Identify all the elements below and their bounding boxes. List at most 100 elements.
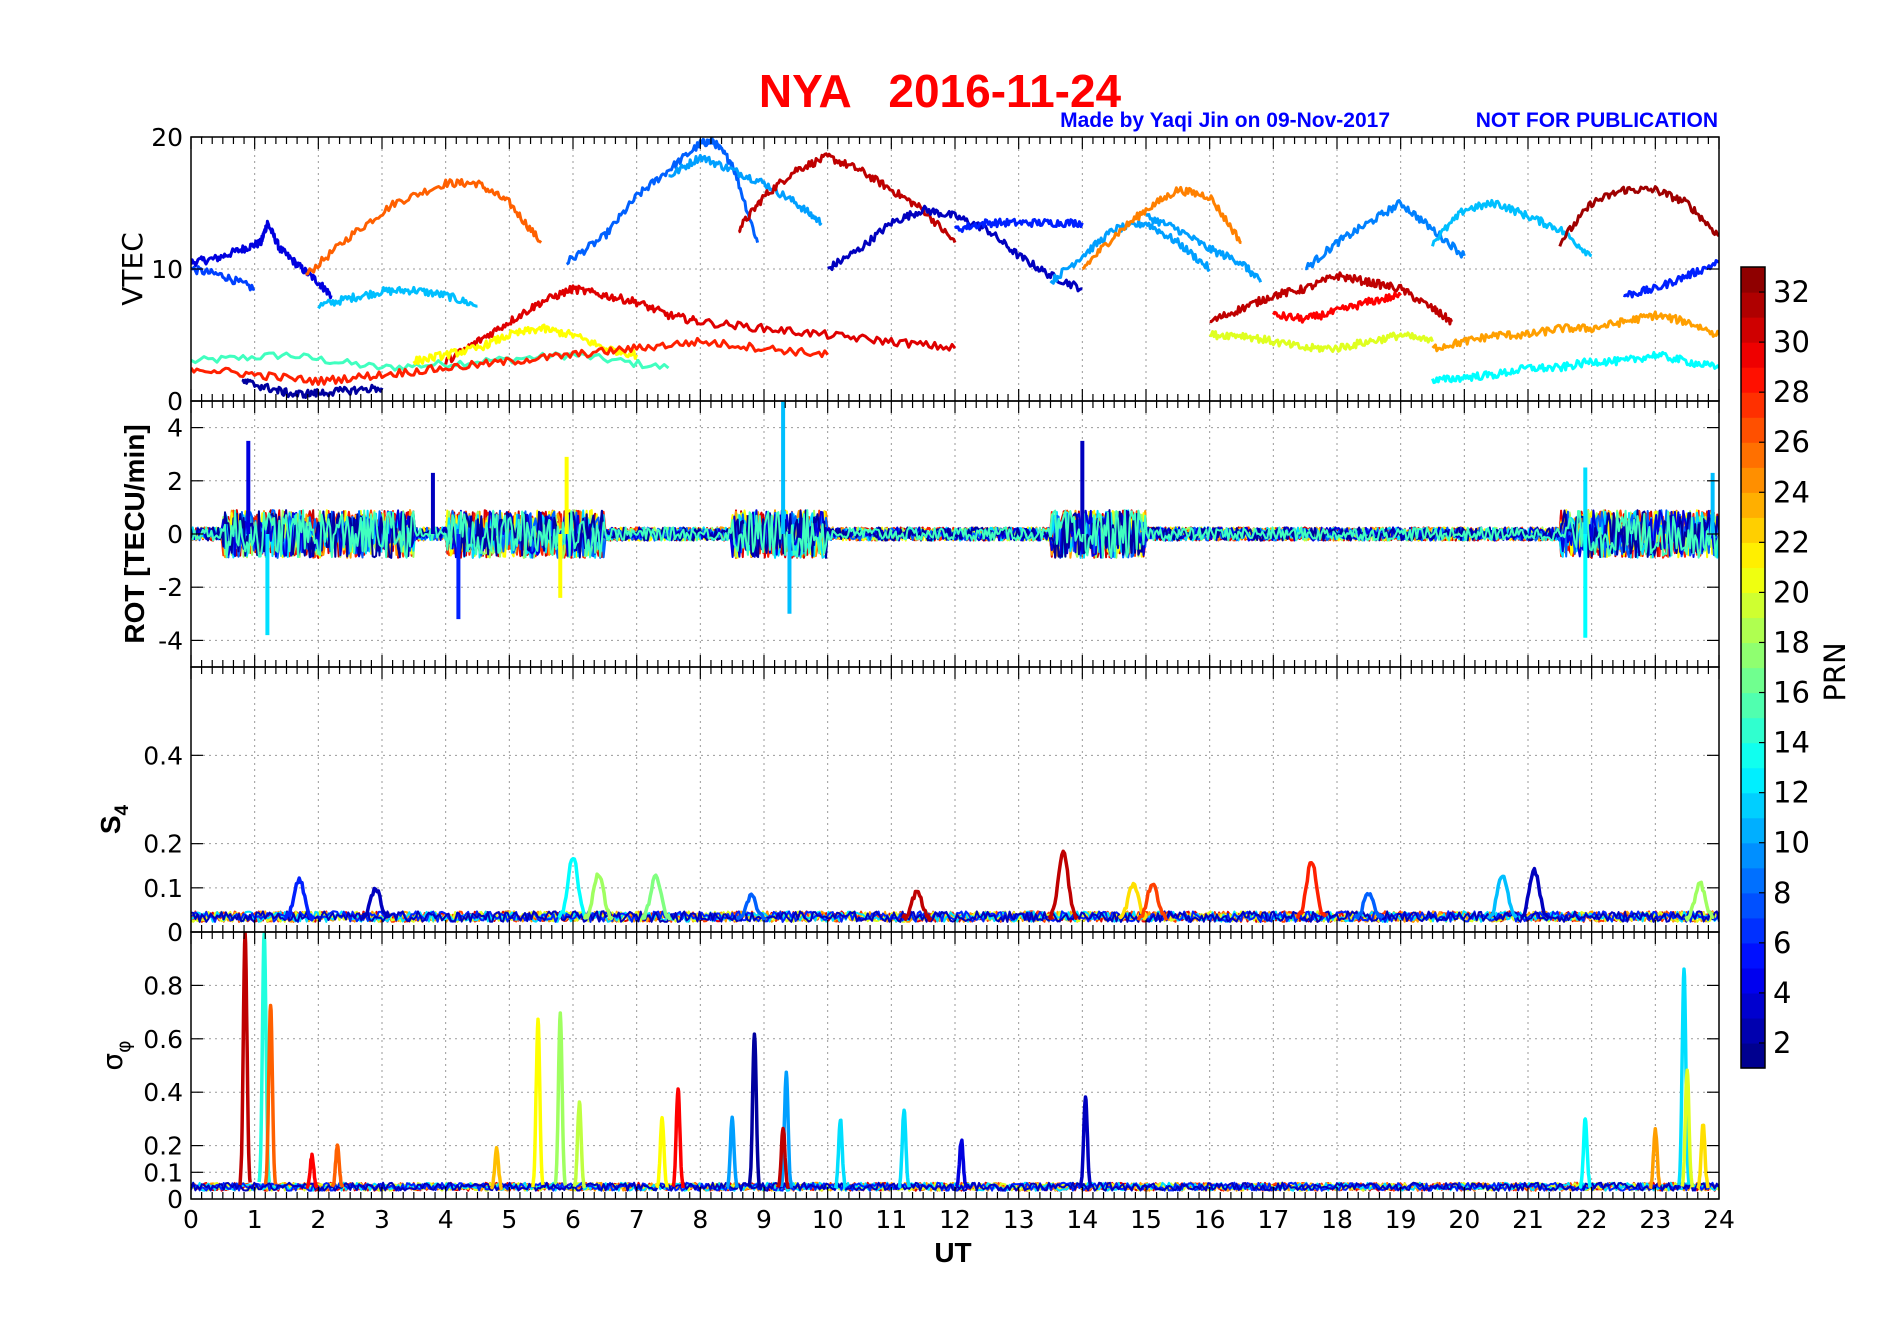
sigphi-peak-20 (1648, 1126, 1662, 1190)
yticks-vtec: 0 10 20 (151, 123, 1719, 416)
xtick-label-10: 10 (812, 1205, 844, 1234)
vtec-series-prn-10-11 (1144, 212, 1263, 283)
xtick-label-18: 18 (1321, 1205, 1353, 1234)
rot-trace-prn-15 (191, 509, 1719, 559)
colorbar-tick-3: 8 (1773, 876, 1791, 910)
sigphi-peak-13 (779, 1070, 794, 1188)
colorbar-tick-9: 20 (1773, 575, 1810, 609)
s4-peak-14 (1684, 880, 1715, 922)
sigphi-peak-17 (955, 1138, 969, 1188)
colorbar-segment-15.5 (1741, 692, 1765, 719)
vtec-series-prn-25-12 (1081, 185, 1242, 271)
notice-text: NOT FOR PUBLICATION (1476, 109, 1718, 132)
ylabel-s4: S4 (95, 804, 133, 834)
colorbar-segment-16.5 (1741, 667, 1765, 694)
ytick-label-s4-0: 0 (167, 918, 183, 947)
vtec-series-prn-20-22 (1208, 330, 1434, 353)
sigphi-peak-7 (553, 1011, 568, 1186)
ytick-label-sigphi-4: 0.6 (143, 1025, 183, 1054)
sigphi-peak-19 (1578, 1117, 1592, 1189)
data-s4 (191, 849, 1719, 923)
ytick-label-rot-3: 2 (167, 467, 183, 496)
s4-peak-12 (1487, 874, 1518, 920)
ytick-label-s4-1: 0.1 (143, 874, 183, 903)
sigphi-peak-22 (1680, 1068, 1695, 1188)
grid-sigphi (191, 932, 1719, 1199)
colorbar-segment-25.5 (1741, 442, 1765, 468)
xtick-label-12: 12 (939, 1205, 971, 1234)
sigphi-peak-14 (776, 1126, 790, 1189)
ytick-label-sigphi-1: 0.1 (143, 1158, 183, 1187)
colorbar-segment-10.5 (1741, 817, 1765, 844)
xtick-label-24: 24 (1703, 1205, 1735, 1234)
vtec-series-prn-11-4 (317, 285, 478, 310)
colorbar-segment-13.5 (1741, 742, 1765, 769)
colorbar-tick-12: 26 (1773, 425, 1810, 459)
colorbar-segment-1.5 (1741, 1042, 1765, 1069)
s4-peak-4 (640, 873, 672, 921)
xtick-label-15: 15 (1130, 1205, 1162, 1234)
colorbar-segment-28.5 (1741, 367, 1765, 393)
credit-text: Made by Yaqi Jin on 09-Nov-2017 (1060, 109, 1390, 132)
ytick-label-vtec-0: 0 (167, 387, 183, 416)
ytick-label-s4-2: 0.2 (143, 830, 183, 859)
xtick-label-3: 3 (374, 1205, 390, 1234)
colorbar-tick-6: 14 (1773, 726, 1810, 760)
s4-peak-9 (1136, 882, 1169, 922)
sigphi-peak-21 (1677, 967, 1691, 1186)
colorbar-segment-4.5 (1741, 967, 1765, 994)
ytick-label-s4-3: 0.4 (143, 741, 183, 770)
colorbar-segment-21.5 (1741, 542, 1765, 568)
colorbar-segment-29.5 (1741, 342, 1765, 368)
sigphi-peak-2 (263, 1003, 278, 1185)
grid-s4 (191, 667, 1719, 932)
vtec-series-prn-6-9 (953, 217, 1084, 233)
s4-peak-13 (1520, 866, 1550, 919)
s4-peak-6 (901, 889, 933, 923)
ytick-label-vtec-1: 10 (151, 255, 183, 284)
colorbar-tick-13: 28 (1773, 375, 1810, 409)
vtec-series-prn-31-7 (737, 152, 957, 244)
s4-peak-7 (1047, 849, 1079, 921)
sigphi-peak-9 (671, 1087, 685, 1189)
xtick-label-9: 9 (756, 1205, 772, 1234)
ytick-label-vtec-2: 20 (151, 123, 183, 152)
data-vtec (191, 137, 1719, 399)
ytick-label-sigphi-3: 0.4 (143, 1078, 183, 1107)
ylabel-vtec: VTEC (116, 232, 149, 306)
colorbar-tick-5: 12 (1773, 776, 1810, 810)
colorbar-segment-32.5 (1741, 267, 1765, 293)
vtec-series-prn-10-10 (1049, 219, 1211, 285)
rot-trace-prn-2 (191, 509, 1719, 559)
sigphi-peak-18 (1078, 1095, 1093, 1187)
xtick-label-13: 13 (1003, 1205, 1035, 1234)
vtec-series-prn-32-15 (1558, 185, 1719, 247)
colorbar-segment-9.5 (1741, 842, 1765, 869)
vtec-series-prn-29-19 (1272, 291, 1402, 324)
s4-peak-11 (1353, 891, 1384, 920)
vtec-series-prn-30-17 (444, 284, 957, 365)
sigphi-trace-prn-12 (191, 1181, 1719, 1192)
xtick-label-22: 22 (1576, 1205, 1608, 1234)
vtec-series-prn-21-21 (412, 323, 639, 366)
xtick-label-14: 14 (1066, 1205, 1098, 1234)
xtick-label-17: 17 (1257, 1205, 1289, 1234)
s4-peak-1 (361, 886, 390, 920)
xticks-sigphi (190, 932, 1720, 1199)
s4-peak-0 (283, 876, 315, 922)
panels-group: 01020-4-202400.10.20.400.10.20.40.60.8VT… (95, 123, 1735, 1268)
vtec-series-prn-24-20 (1431, 310, 1719, 353)
colorbar-tick-0: 2 (1773, 1026, 1791, 1060)
ytick-label-rot-2: 0 (167, 520, 183, 549)
colorbar-segment-17.5 (1741, 642, 1765, 669)
xticks-s4 (190, 667, 1720, 932)
yticks-sigphi: 00.10.2 0.4 0.6 0.8 (143, 971, 1719, 1214)
colorbar-segment-24.5 (1741, 467, 1765, 493)
colorbar-segment-20.5 (1741, 567, 1765, 594)
xlabel: UT (934, 1237, 971, 1268)
vtec-series-prn-28-23 (191, 336, 829, 386)
colorbar-segment-8.5 (1741, 867, 1765, 894)
s4-peak-3 (582, 872, 614, 921)
